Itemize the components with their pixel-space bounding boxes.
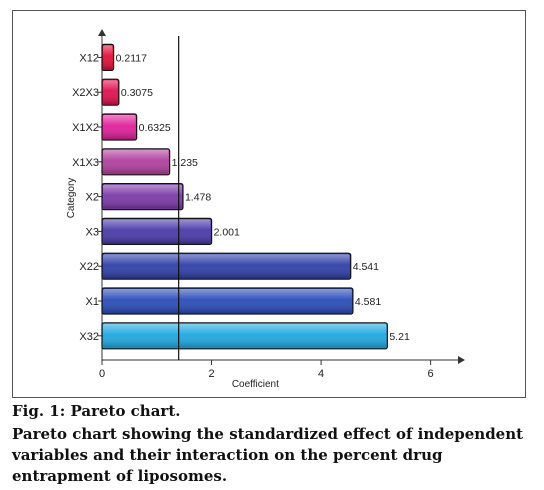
x-tick-label: 6 [428, 368, 434, 380]
category-label: X1X3 [72, 157, 99, 169]
bar-value-label: 1.478 [185, 192, 211, 204]
x-tick-label: 0 [99, 368, 105, 380]
bar-value-label: 4.541 [353, 261, 379, 273]
category-label: X12 [79, 52, 99, 64]
x-tick-label: 4 [318, 368, 324, 380]
category-label: X32 [79, 331, 99, 343]
bar-shading [103, 323, 387, 348]
bar-shading [103, 219, 211, 244]
category-label: X22 [79, 261, 99, 273]
figure-caption-title: Fig. 1: Pareto chart. [12, 402, 181, 420]
bar-value-label: 2.001 [214, 226, 240, 238]
bar-shading [103, 149, 169, 174]
bar-shading [103, 115, 136, 139]
x-axis-arrow-icon [458, 356, 465, 364]
bar-shading [103, 184, 182, 209]
category-label: X1X2 [72, 122, 99, 134]
bar-value-label: 0.6325 [139, 122, 171, 134]
bar-shading [103, 80, 118, 105]
x-tick-label: 2 [208, 368, 214, 380]
figure-caption-body: Pareto chart showing the standardized ef… [12, 425, 524, 485]
y-axis-arrow-icon [98, 29, 106, 36]
bar-value-label: 5.21 [389, 331, 410, 343]
bar-value-label: 0.3075 [121, 87, 153, 99]
bar-value-label: 4.581 [355, 296, 381, 308]
category-label: X2X3 [72, 87, 99, 99]
bar-value-label: 0.2117 [116, 52, 147, 64]
y-axis-title: Category [66, 178, 77, 219]
bar-value-label: 1.235 [172, 157, 198, 169]
bar-shading [103, 45, 113, 70]
category-label: X2 [86, 192, 99, 204]
bar-shading [103, 289, 352, 313]
x-axis-title: Coefficient [232, 379, 279, 390]
category-label: X1 [86, 296, 99, 308]
bar-shading [103, 254, 350, 279]
category-label: X3 [86, 226, 99, 238]
